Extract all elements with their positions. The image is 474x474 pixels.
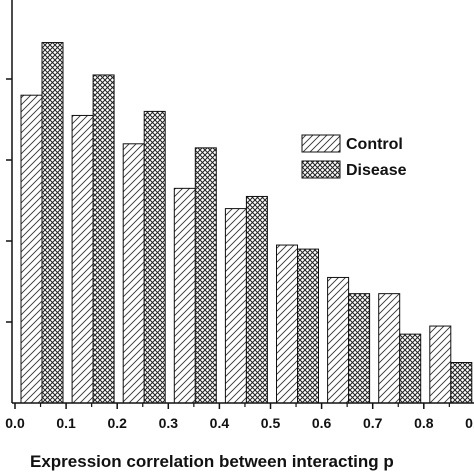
disease-bar-3 [194,147,217,404]
control-bar-2 [122,143,145,404]
disease-bar-4 [245,195,268,404]
x-tick-label-7: 0.7 [363,415,383,431]
x-tick-label-0: 0.0 [5,415,25,431]
control-bar-1 [71,114,94,404]
disease-legend-label: Disease [346,162,407,179]
disease-bar-5 [297,248,319,404]
x-tick-label-6: 0.6 [312,415,332,431]
legend: Control Disease [301,134,407,179]
control-legend-label: Control [346,136,403,153]
x-tick-label-4: 0.4 [210,415,230,431]
axes [6,0,474,409]
x-tick-labels: 0.0 0.1 0.2 0.3 0.4 0.5 0.6 0.7 0.8 0.9 [5,415,474,431]
x-tick-label-5: 0.5 [261,415,281,431]
control-bar-7 [378,293,401,404]
bars [20,42,473,404]
x-axis-title: Expression correlation between interacti… [30,452,394,471]
disease-bar-7 [399,333,422,404]
control-bar-4 [224,208,247,404]
control-bar-8 [429,325,452,404]
control-bar-6 [327,276,350,404]
disease-legend-swatch [301,160,341,179]
x-tick-label-8: 0.8 [414,415,434,431]
disease-bar-6 [348,293,371,404]
control-legend-swatch [301,134,341,153]
disease-bar-2 [143,110,166,404]
x-tick-label-9: 0.9 [465,415,474,431]
control-bar-5 [276,244,298,404]
control-bar-0 [20,94,43,404]
x-tick-label-2: 0.2 [107,415,127,431]
control-bar-3 [173,187,196,404]
disease-bar-0 [41,42,64,404]
x-tick-label-1: 0.1 [56,415,76,431]
disease-bar-1 [92,74,115,404]
disease-bar-8 [450,362,473,404]
x-tick-label-3: 0.3 [159,415,179,431]
